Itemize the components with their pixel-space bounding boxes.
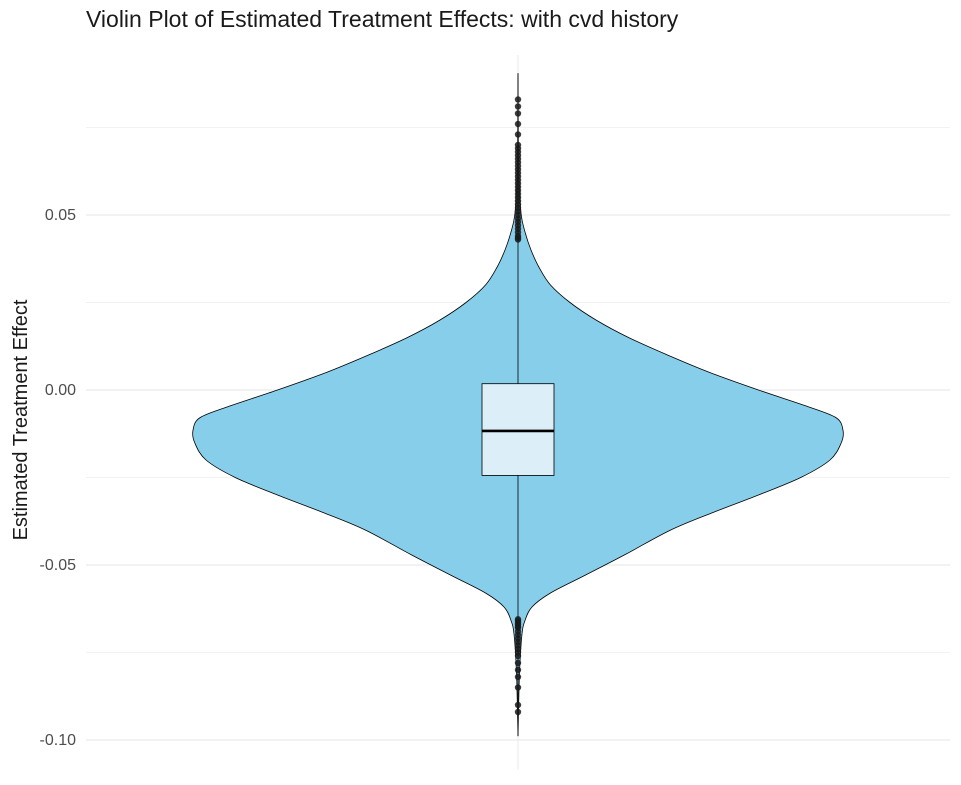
outlier-point — [514, 110, 522, 117]
outlier-point — [514, 616, 522, 623]
y-tick-label: -0.10 — [40, 732, 77, 749]
outlier-points — [514, 96, 522, 716]
outlier-point — [514, 673, 522, 681]
outlier-point — [514, 141, 522, 149]
iqr-box — [481, 383, 555, 476]
outlier-point — [514, 96, 522, 103]
y-tick-label: -0.05 — [40, 557, 77, 574]
outlier-point — [514, 666, 522, 674]
outlier-point — [514, 131, 522, 138]
y-tick-label: 0.05 — [45, 207, 76, 224]
outlier-point — [514, 701, 522, 709]
outlier-point — [514, 708, 522, 716]
y-tick-label: 0.00 — [45, 382, 76, 399]
outlier-point — [514, 120, 522, 128]
outlier-point — [514, 103, 522, 110]
outlier-point — [514, 659, 522, 667]
chart-title: Violin Plot of Estimated Treatment Effec… — [86, 6, 679, 32]
y-axis-title: Estimated Treatment Effect — [10, 299, 32, 540]
y-tick-labels: -0.10 -0.05 0.00 0.05 — [40, 207, 77, 749]
outlier-point — [514, 684, 522, 691]
